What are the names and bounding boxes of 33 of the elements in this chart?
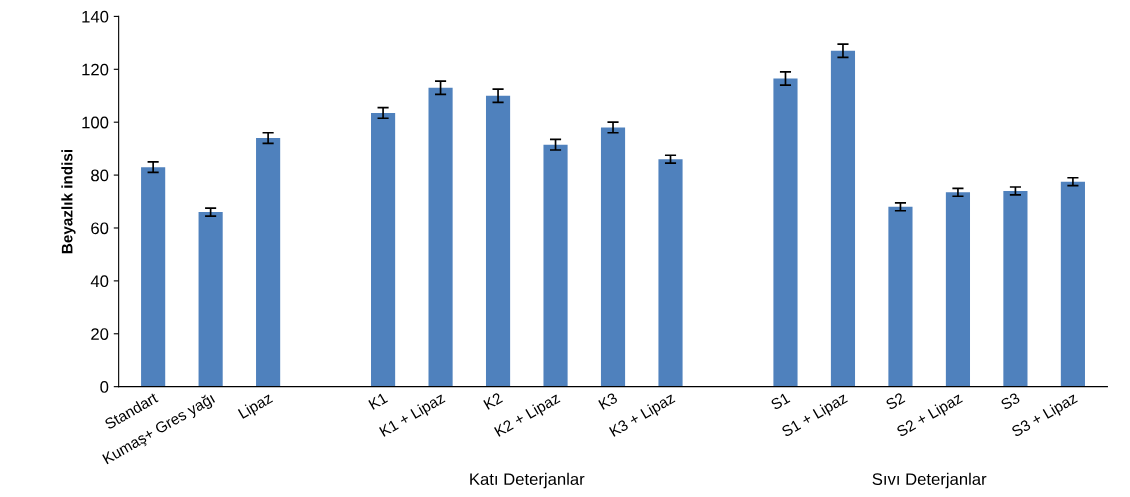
bar	[945, 192, 971, 387]
bar	[1003, 190, 1028, 387]
bar	[485, 95, 511, 387]
bar	[141, 167, 166, 387]
bar	[600, 127, 626, 387]
bar	[428, 87, 453, 387]
text: Katı Deterjanlar	[470, 472, 585, 489]
bar	[658, 159, 683, 387]
text: Sıvı Deterjanlar	[872, 472, 987, 489]
bar	[198, 212, 223, 387]
y-tick-label: 100	[82, 116, 109, 129]
y-tick-label: 0	[100, 381, 109, 393]
y-tick-label: 60	[91, 222, 109, 235]
y-tick-label: 120	[82, 63, 109, 76]
y-tick-label: 140	[82, 10, 109, 23]
bar	[256, 138, 281, 387]
y-tick-label: 20	[91, 328, 109, 340]
x-tick-label: S2	[885, 392, 906, 411]
bar	[1060, 181, 1085, 387]
y-tick-label: 40	[90, 275, 109, 288]
x-tick-label: S1	[770, 392, 791, 411]
x-tick-label: Lipaz	[237, 391, 275, 422]
bar	[888, 206, 913, 387]
x-tick-label: K1	[368, 392, 388, 410]
x-tick-label: K2	[483, 392, 503, 410]
bar	[543, 144, 568, 387]
y-tick-label: 80	[91, 169, 109, 182]
x-tick-label: S3	[1000, 392, 1021, 411]
bar	[371, 112, 396, 387]
bar	[830, 50, 856, 387]
bar	[773, 78, 798, 387]
y-axis-title: Beyazlık indisi	[61, 149, 76, 254]
x-tick-label: K3	[598, 392, 619, 410]
